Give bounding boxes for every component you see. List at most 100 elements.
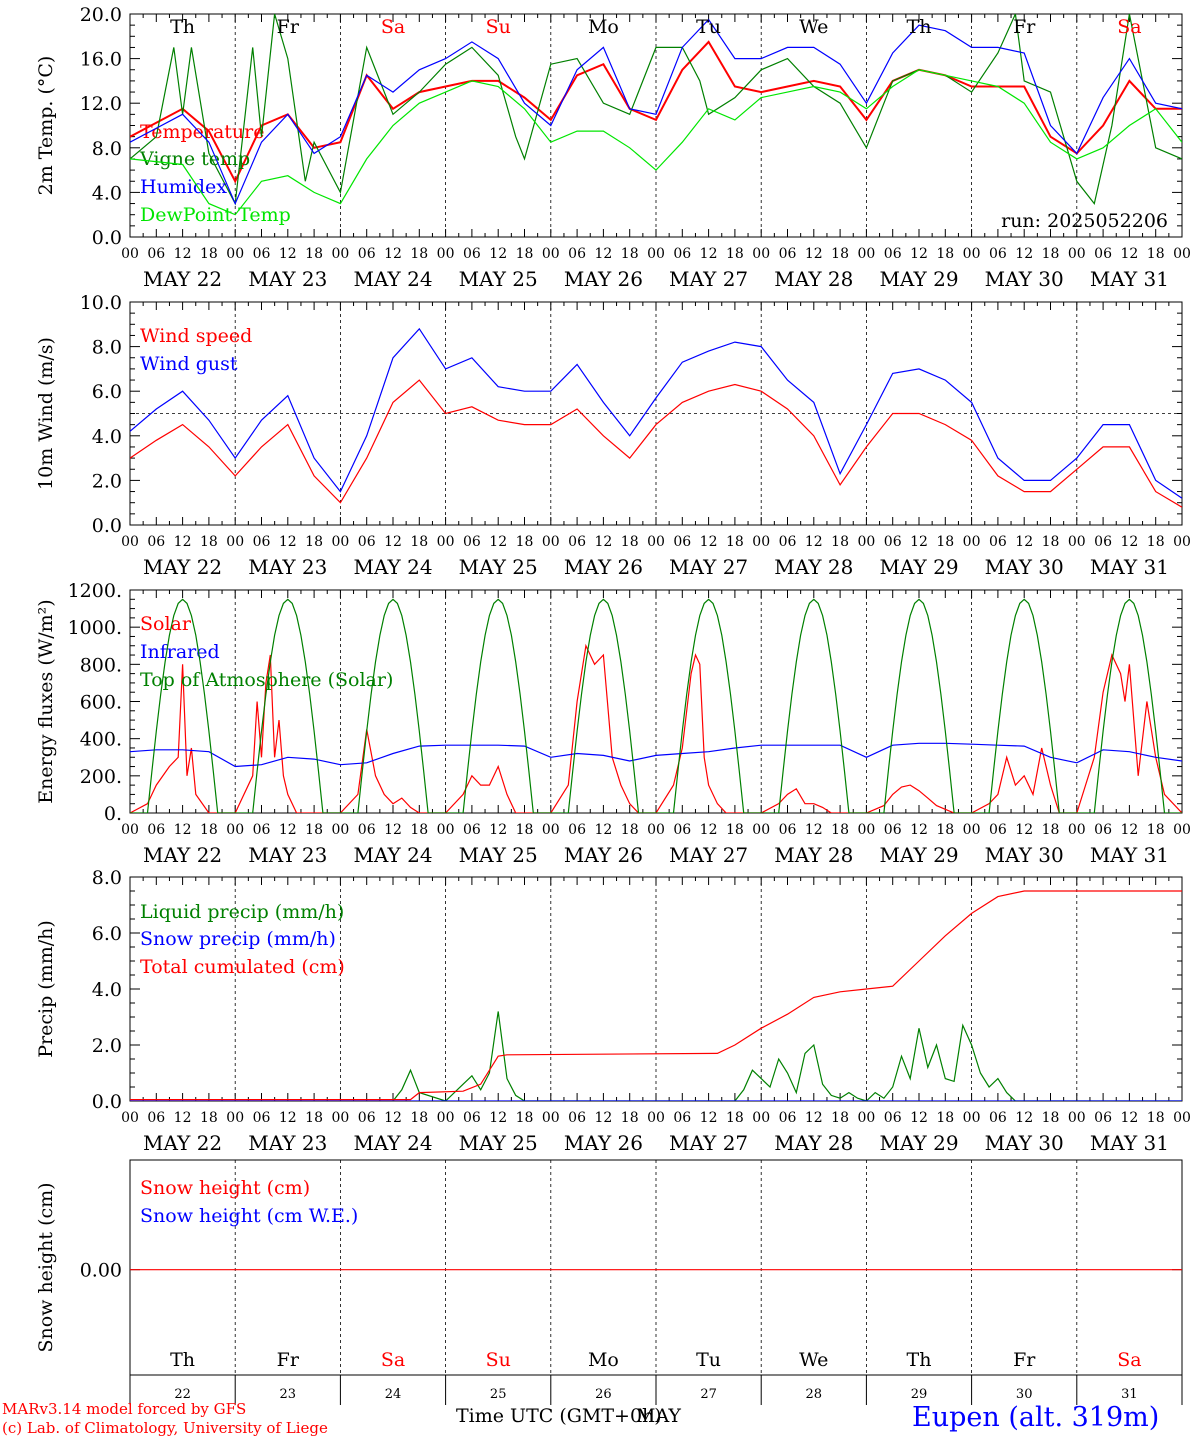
hour-tick-label: 00: [963, 246, 981, 262]
y-axis-label: Snow height (cm): [35, 1182, 57, 1352]
weekday-label: We: [799, 1349, 828, 1371]
hour-tick-label: 18: [726, 822, 744, 838]
y-tick-label: 200.: [80, 766, 122, 788]
day-header: MAY 27: [669, 555, 748, 579]
y-tick-label: 1000.: [68, 617, 122, 639]
hour-tick-label: 06: [673, 1110, 691, 1126]
y-tick-label: 10.0: [80, 292, 122, 314]
hour-tick-label: 12: [489, 822, 507, 838]
hour-tick-label: 00: [963, 534, 981, 550]
day-header: MAY 27: [669, 267, 748, 291]
legend-entry: Solar: [140, 613, 192, 635]
day-number-label: 24: [385, 1387, 402, 1402]
day-header: MAY 30: [985, 267, 1064, 291]
hour-tick-label: 18: [621, 1110, 639, 1126]
hour-tick-label: 06: [1094, 246, 1112, 262]
day-number-label: 31: [1121, 1387, 1138, 1402]
hour-tick-label: 06: [1094, 822, 1112, 838]
day-header: MAY 24: [353, 1131, 432, 1155]
hour-tick-label: 12: [174, 534, 192, 550]
legend-entry: Total cumulated (cm): [140, 956, 345, 978]
series-line-wind-speed: [130, 379, 1182, 508]
hour-tick-label: 00: [121, 822, 139, 838]
weekday-label: Su: [486, 16, 511, 38]
hour-tick-label: 00: [963, 822, 981, 838]
hour-tick-label: 00: [857, 246, 875, 262]
hour-tick-label: 18: [305, 534, 323, 550]
hour-tick-label: 18: [621, 246, 639, 262]
hour-tick-label: 18: [1147, 246, 1165, 262]
hour-tick-label: 18: [936, 534, 954, 550]
hour-tick-label: 18: [410, 534, 428, 550]
hour-tick-label: 18: [410, 822, 428, 838]
hour-tick-label: 12: [489, 246, 507, 262]
hour-tick-label: 18: [1147, 822, 1165, 838]
hour-tick-label: 00: [331, 1110, 349, 1126]
day-number-label: 29: [911, 1387, 928, 1402]
hour-tick-label: 12: [279, 1110, 297, 1126]
weekday-label: Su: [486, 1349, 511, 1371]
hour-tick-label: 12: [700, 246, 718, 262]
hour-tick-label: 18: [726, 534, 744, 550]
hour-tick-label: 06: [358, 534, 376, 550]
weekday-label: We: [799, 16, 828, 38]
hour-tick-label: 12: [279, 534, 297, 550]
credit-line-1: MARv3.14 model forced by GFS: [2, 1400, 247, 1418]
y-tick-label: 6.0: [92, 923, 122, 945]
panel-4: Precip (mm/h) 0.0 2.0 4.0 6.0 8.0 00 06 12 18 00 06…: [35, 867, 1191, 1155]
series-line-dewpoint-temp: [130, 69, 1182, 216]
station-label: Eupen (alt. 319m): [912, 1402, 1160, 1433]
series-line-total-cumulated-cm-: [130, 890, 1182, 1101]
y-tick-label: 600.: [80, 692, 122, 714]
hour-tick-label: 06: [989, 822, 1007, 838]
y-axis-label: 2m Temp. (°C): [35, 56, 57, 196]
y-tick-label: 8.0: [92, 337, 122, 359]
hour-tick-label: 18: [936, 822, 954, 838]
run-label: run: 2025052206: [1001, 210, 1168, 232]
y-tick-label: 4.0: [92, 979, 122, 1001]
hour-tick-label: 06: [673, 534, 691, 550]
y-axis-label: 10m Wind (m/s): [35, 337, 57, 490]
hour-tick-label: 18: [516, 1110, 534, 1126]
legend-entry: Top of Atmosphere (Solar): [140, 669, 393, 691]
hour-tick-label: 06: [1094, 1110, 1112, 1126]
hour-tick-label: 12: [1015, 534, 1033, 550]
day-header: MAY 25: [459, 843, 538, 867]
hour-tick-label: 00: [963, 1110, 981, 1126]
hour-tick-label: 12: [700, 822, 718, 838]
hour-tick-label: 18: [621, 534, 639, 550]
hour-tick-label: 12: [279, 822, 297, 838]
hour-tick-label: 06: [673, 246, 691, 262]
legend-entry: Temperature: [140, 121, 264, 143]
day-number-label: 22: [174, 1387, 191, 1402]
y-tick-label: 16.0: [80, 49, 122, 71]
weekday-label: Th: [907, 16, 932, 38]
y-axis-label: Energy fluxes (W/m²): [35, 599, 57, 803]
hour-tick-label: 12: [174, 246, 192, 262]
y-tick-label: 2.0: [92, 470, 122, 492]
hour-tick-label: 12: [700, 534, 718, 550]
hour-tick-label: 06: [147, 246, 165, 262]
x-axis-title: Time UTC (GMT+0h): [456, 1405, 662, 1427]
hour-tick-label: 00: [437, 246, 455, 262]
hour-tick-label: 06: [568, 534, 586, 550]
hour-tick-label: 00: [226, 246, 244, 262]
hour-tick-label: 00: [1068, 1110, 1086, 1126]
hour-tick-label: 00: [1173, 822, 1191, 838]
hour-tick-label: 12: [594, 246, 612, 262]
legend-entry: Snow height (cm): [140, 1177, 310, 1199]
hour-tick-label: 06: [884, 246, 902, 262]
day-header: MAY 23: [248, 843, 327, 867]
y-tick-label: 8.0: [92, 867, 122, 889]
hour-tick-label: 06: [147, 822, 165, 838]
y-tick-label: 6.0: [92, 381, 122, 403]
y-tick-label: 0.0: [92, 1091, 122, 1113]
day-header: MAY 27: [669, 843, 748, 867]
panel-3: Energy fluxes (W/m²) 0. 200. 400. 600. 800. 10…: [35, 580, 1191, 867]
credit-line-2: (c) Lab. of Climatology, University of L…: [2, 1419, 328, 1437]
series-line-infrared: [130, 742, 1182, 768]
hour-tick-label: 06: [568, 822, 586, 838]
legend-entry: DewPoint Temp: [140, 204, 291, 226]
hour-tick-label: 12: [805, 534, 823, 550]
day-header: MAY 25: [459, 1131, 538, 1155]
